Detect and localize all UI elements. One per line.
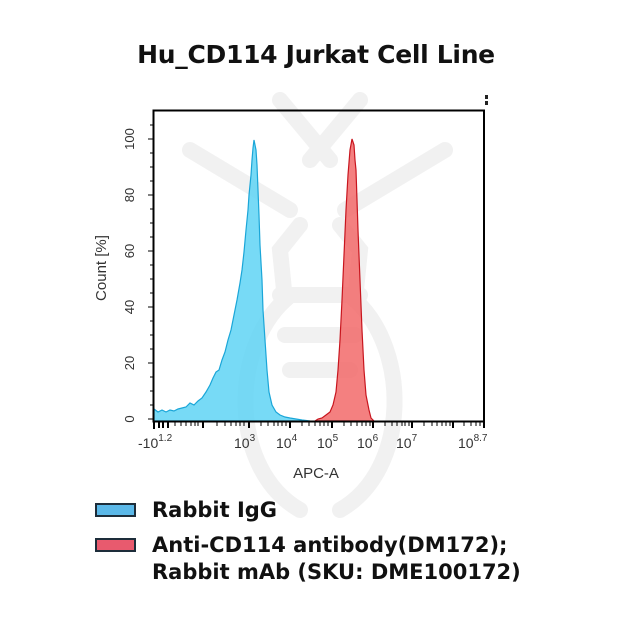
anti-cd114-histogram [313, 138, 376, 422]
y-tick-label: 60 [122, 244, 137, 258]
y-tick-label: 80 [122, 188, 137, 202]
y-axis [148, 124, 153, 420]
y-axis-label: Count [%] [93, 235, 110, 301]
chart-title: Hu_CD114 Jurkat Cell Line [137, 40, 495, 69]
x-tick-label: 108.7 [458, 433, 488, 451]
y-tick-label: 20 [122, 356, 137, 370]
legend-swatch-red [95, 538, 136, 552]
legend-label: Anti-CD114 antibody(DM172); [152, 533, 508, 557]
x-tick-label: 107 [396, 433, 418, 451]
x-axis [153, 422, 485, 429]
x-axis-label: APC-A [293, 465, 339, 482]
x-tick-label: -101.2 [138, 433, 173, 451]
legend-swatch-blue [95, 503, 136, 517]
x-tick-label: 106 [357, 433, 379, 451]
legend-item-rabbit-igg: Rabbit IgG [95, 498, 277, 524]
x-tick-label: 104 [276, 433, 298, 451]
x-tick-label: 105 [317, 433, 339, 451]
y-tick-label: 100 [122, 128, 137, 150]
legend-item-anti-cd114: Anti-CD114 antibody(DM172); Rabbit mAb (… [95, 533, 521, 586]
legend-label-line2: Rabbit mAb (SKU: DME100172) [152, 560, 521, 584]
rabbit-igg-histogram [153, 139, 311, 422]
y-tick-label: 40 [122, 300, 137, 314]
plot-frame [152, 109, 485, 423]
legend-label: Rabbit IgG [152, 498, 278, 522]
x-tick-label: 103 [234, 433, 256, 451]
y-tick-label: 0 [122, 415, 137, 422]
